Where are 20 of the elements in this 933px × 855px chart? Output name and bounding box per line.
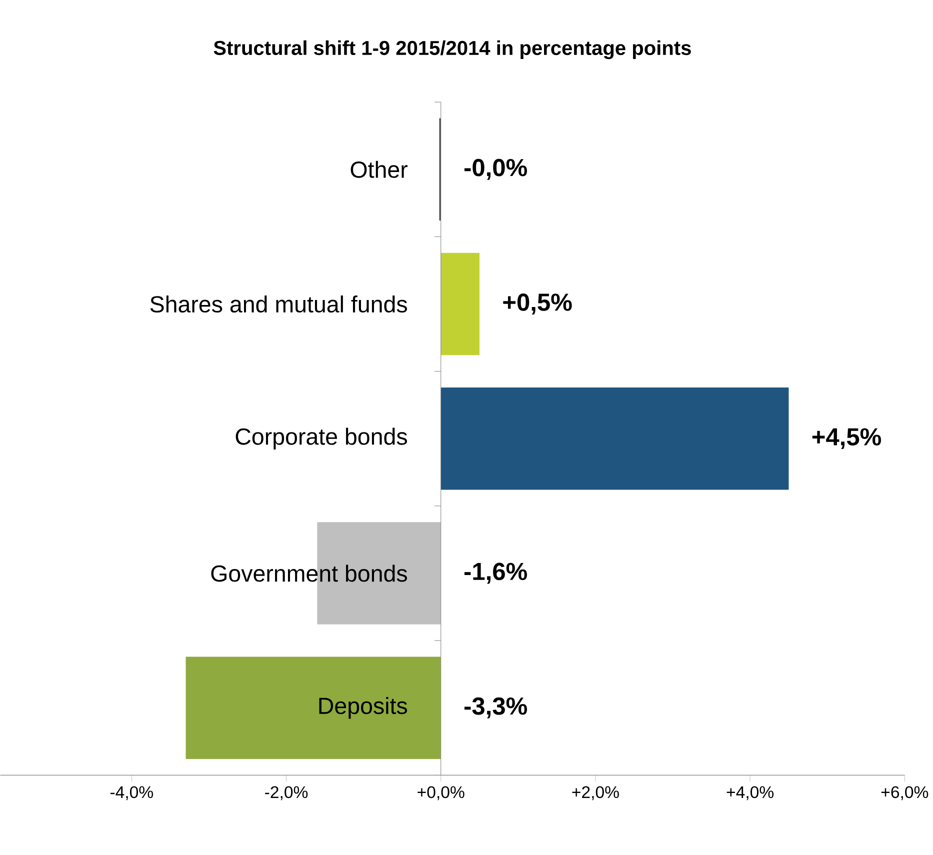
data-label: +4,5%: [812, 428, 881, 450]
data-label: -3,3%: [464, 698, 527, 719]
x-tick-label: +4,0%: [726, 786, 774, 800]
y-tick-label: Deposits: [319, 697, 408, 719]
data-label: -0,0%: [464, 159, 527, 180]
chart-title: Structural shift 1-9 2015/2014 in percentage points: [214, 40, 691, 60]
x-tick-label: -4,0%: [110, 786, 154, 800]
data-label: +0,5%: [503, 294, 572, 315]
data-label: -1,6%: [464, 562, 527, 584]
x-tick-label: +6,0%: [881, 786, 928, 800]
x-tick-label: +2,0%: [572, 786, 619, 800]
y-tick-label: Shares and mutual funds: [150, 296, 407, 313]
y-tick-label: Other: [350, 161, 408, 178]
x-tick-label: -2,0%: [265, 786, 308, 800]
y-tick-label: Government bonds: [211, 564, 408, 582]
bar: [186, 656, 441, 760]
x-tick-label: +0,0%: [418, 786, 464, 800]
bar: [440, 388, 789, 490]
y-tick-label: Corporate bonds: [236, 428, 407, 450]
bar: [440, 253, 480, 356]
